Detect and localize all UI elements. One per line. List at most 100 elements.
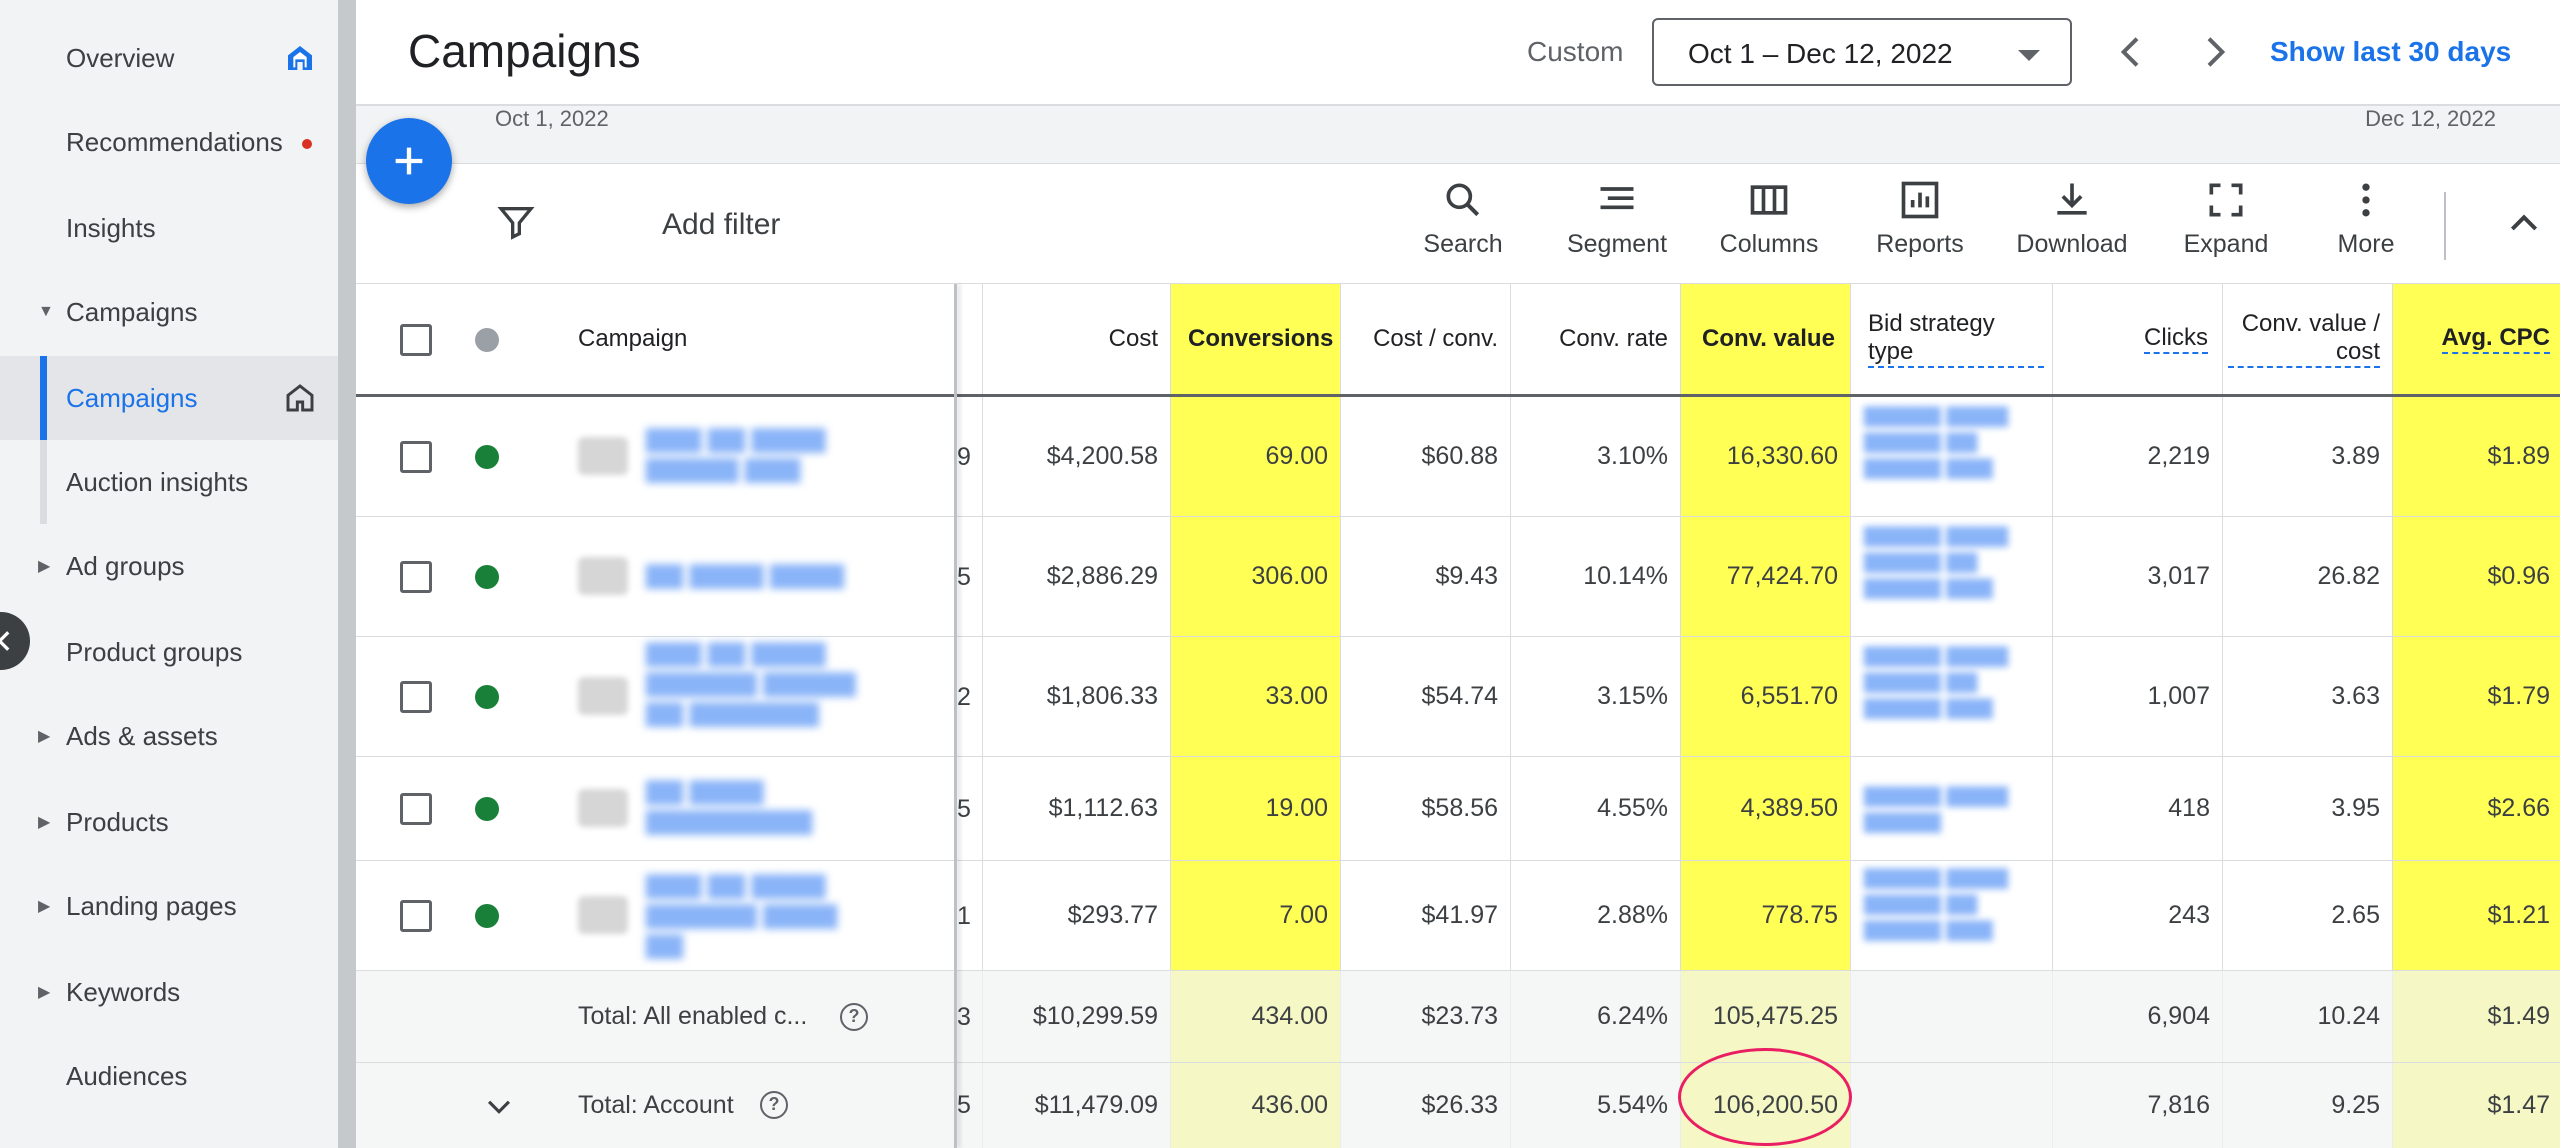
reports-icon	[1901, 181, 1939, 219]
sidebar-item-ad-groups[interactable]: ▶ Ad groups	[0, 524, 338, 608]
sidebar-item-overview[interactable]: Overview	[0, 16, 338, 100]
row-checkbox[interactable]	[400, 900, 432, 932]
campaign-thumbnail	[578, 557, 628, 595]
column-header-avg-cpc[interactable]: Avg. CPC	[2396, 284, 2550, 394]
columns-button[interactable]: Columns	[1699, 178, 1839, 278]
row-checkbox[interactable]	[400, 793, 432, 825]
column-divider	[1170, 284, 1171, 1148]
cell-avg-cpc: $1.89	[2487, 442, 2550, 470]
cell-clicks: 418	[2168, 794, 2210, 822]
more-button[interactable]: More	[2296, 178, 2436, 278]
column-header-conv-value-cost[interactable]: Conv. value / cost	[2228, 284, 2380, 394]
tool-label: Columns	[1719, 230, 1819, 258]
table-row[interactable]: ▇▇ ▇▇▇▇ ▇▇▇▇▇▇▇▇▇ 5 $1,112.63 19.00 $58.…	[356, 757, 2560, 861]
column-header-clicks[interactable]: Clicks	[2058, 284, 2208, 394]
add-campaign-button[interactable]	[366, 118, 452, 204]
sidebar-item-landing-pages[interactable]: ▶ Landing pages	[0, 864, 338, 948]
sidebar-item-recommendations[interactable]: Recommendations	[0, 100, 338, 184]
sidebar-group-campaigns[interactable]: ▼ Campaigns	[0, 270, 338, 354]
reports-button[interactable]: Reports	[1850, 178, 1990, 278]
cell-conversions: 434.00	[1251, 1002, 1328, 1030]
help-icon[interactable]: ?	[840, 1003, 868, 1031]
date-range-select[interactable]: Oct 1 – Dec 12, 2022	[1652, 18, 2072, 86]
column-header-conv-value[interactable]: Conv. value	[1702, 325, 1835, 352]
row-checkbox[interactable]	[400, 561, 432, 593]
timeline-band: Oct 1, 2022 Dec 12, 2022	[356, 106, 2560, 164]
column-header-cost-per-conv[interactable]: Cost / conv.	[1373, 325, 1498, 352]
cell-cost: $293.77	[1067, 901, 1158, 929]
sidebar-item-label: Campaigns	[66, 382, 198, 413]
columns-icon	[1750, 185, 1788, 215]
cell-conv-value-cost: 10.24	[2317, 1002, 2380, 1030]
cell-conv-rate: 3.10%	[1597, 442, 1668, 470]
date-range-type-label: Custom	[1527, 36, 1624, 67]
segment-icon	[1600, 187, 1634, 210]
sidebar-item-product-groups[interactable]: Product groups	[0, 610, 338, 694]
table-row[interactable]: ▇▇ ▇▇▇▇ ▇▇▇▇ 5 $2,886.29 306.00 $9.43 10…	[356, 517, 2560, 637]
cell-conv-value-cost: 3.95	[2331, 794, 2380, 822]
row-checkbox[interactable]	[400, 441, 432, 473]
cell-cost-per-conv: $58.56	[1421, 794, 1498, 822]
segment-button[interactable]: Segment	[1547, 178, 1687, 278]
page-header: Campaigns Custom Oct 1 – Dec 12, 2022 Sh…	[356, 0, 2560, 106]
campaign-name-redacted[interactable]: ▇▇ ▇▇▇▇ ▇▇▇▇	[646, 562, 844, 589]
annotation-circle	[1678, 1048, 1852, 1146]
cell-cost: $2,886.29	[1046, 562, 1158, 590]
select-all-checkbox[interactable]	[400, 324, 432, 356]
column-header-cost[interactable]: Cost	[1108, 325, 1158, 352]
table-row[interactable]: ▇▇▇ ▇▇ ▇▇▇▇ ▇▇▇▇▇▇ ▇▇▇▇ ▇▇ 1 $293.77 7.0…	[356, 861, 2560, 971]
home-icon	[288, 46, 312, 70]
plus-icon	[395, 147, 423, 175]
sidebar-item-campaigns[interactable]: Campaigns	[0, 356, 338, 440]
sidebar-item-auction-insights[interactable]: Auction insights	[0, 440, 338, 524]
cell-clicks: 243	[2168, 901, 2210, 929]
sidebar-item-keywords[interactable]: ▶ Keywords	[0, 950, 338, 1034]
frozen-column-edge	[954, 284, 957, 1148]
campaign-name-redacted[interactable]: ▇▇ ▇▇▇▇ ▇▇▇▇▇▇▇▇▇	[646, 778, 813, 835]
add-filter-button[interactable]: Add filter	[662, 208, 781, 241]
column-header-bid-strategy[interactable]: Bid strategy type	[1868, 284, 2044, 394]
bid-strategy-redacted: ▇▇▇▇▇ ▇▇▇▇ ▇▇▇▇▇ ▇▇ ▇▇▇▇▇ ▇▇▇	[1864, 645, 2008, 719]
campaign-name-redacted[interactable]: ▇▇▇ ▇▇ ▇▇▇▇ ▇▇▇▇▇ ▇▇▇	[646, 426, 826, 483]
total-label: Total: Account	[578, 1091, 734, 1119]
campaigns-table: Campaign Cost Conversions Cost / conv. C…	[356, 284, 2560, 1148]
column-header-conversions[interactable]: Conversions	[1188, 325, 1334, 352]
campaign-thumbnail	[578, 677, 628, 715]
total-row-account: Total: Account ? 5 $11,479.09 436.00 $26…	[356, 1063, 2560, 1148]
sidebar-item-ads-assets[interactable]: ▶ Ads & assets	[0, 694, 338, 778]
help-icon[interactable]: ?	[760, 1091, 788, 1119]
campaign-name-redacted[interactable]: ▇▇▇ ▇▇ ▇▇▇▇ ▇▇▇▇▇▇ ▇▇▇▇▇ ▇▇ ▇▇▇▇▇▇▇	[646, 640, 856, 727]
chevron-up-icon[interactable]	[2504, 204, 2544, 244]
column-header-campaign[interactable]: Campaign	[578, 325, 688, 352]
column-header-label: Bid strategy type	[1868, 310, 2044, 368]
table-row[interactable]: ▇▇▇ ▇▇ ▇▇▇▇ ▇▇▇▇▇▇ ▇▇▇▇▇ ▇▇ ▇▇▇▇▇▇▇ 2 $1…	[356, 637, 2560, 757]
show-last-30-days-link[interactable]: Show last 30 days	[2270, 36, 2512, 67]
column-header-conv-rate[interactable]: Conv. rate	[1559, 325, 1668, 352]
chevron-down-icon[interactable]	[482, 1089, 516, 1123]
search-button[interactable]: Search	[1393, 178, 1533, 278]
sidebar-divider[interactable]	[338, 0, 356, 1148]
cell-cost-per-conv: $23.73	[1421, 1002, 1498, 1030]
status-enabled-dot	[475, 445, 499, 469]
download-button[interactable]: Download	[2002, 178, 2142, 278]
previous-period-icon[interactable]	[2112, 30, 2152, 74]
expand-button[interactable]: Expand	[2156, 178, 2296, 278]
total-row-enabled: Total: All enabled c... ? 3 $10,299.59 4…	[356, 971, 2560, 1063]
table-row[interactable]: ▇▇▇ ▇▇ ▇▇▇▇ ▇▇▇▇▇ ▇▇▇ 9 $4,200.58 69.00 …	[356, 397, 2560, 517]
next-period-icon[interactable]	[2194, 30, 2234, 74]
bid-strategy-redacted: ▇▇▇▇▇ ▇▇▇▇ ▇▇▇▇▇ ▇▇ ▇▇▇▇▇ ▇▇▇	[1864, 525, 2008, 599]
row-checkbox[interactable]	[400, 681, 432, 713]
sidebar-item-products[interactable]: ▶ Products	[0, 780, 338, 864]
tool-label: Expand	[2183, 230, 2269, 258]
filter-icon[interactable]	[496, 202, 536, 242]
campaign-name-redacted[interactable]: ▇▇▇ ▇▇ ▇▇▇▇ ▇▇▇▇▇▇ ▇▇▇▇ ▇▇	[646, 872, 838, 959]
sidebar-item-insights[interactable]: Insights	[0, 186, 338, 270]
cell-avg-cpc: $1.49	[2487, 1002, 2550, 1030]
sidebar-item-audiences[interactable]: Audiences	[0, 1034, 338, 1118]
sidebar-item-label: Recommendations	[66, 126, 283, 157]
tool-label: Reports	[1876, 230, 1964, 258]
cell-avg-cpc: $2.66	[2487, 794, 2550, 822]
column-header-label: Clicks	[2144, 324, 2208, 354]
clipped-cell: 3	[957, 1002, 971, 1031]
status-enabled-dot	[475, 685, 499, 709]
